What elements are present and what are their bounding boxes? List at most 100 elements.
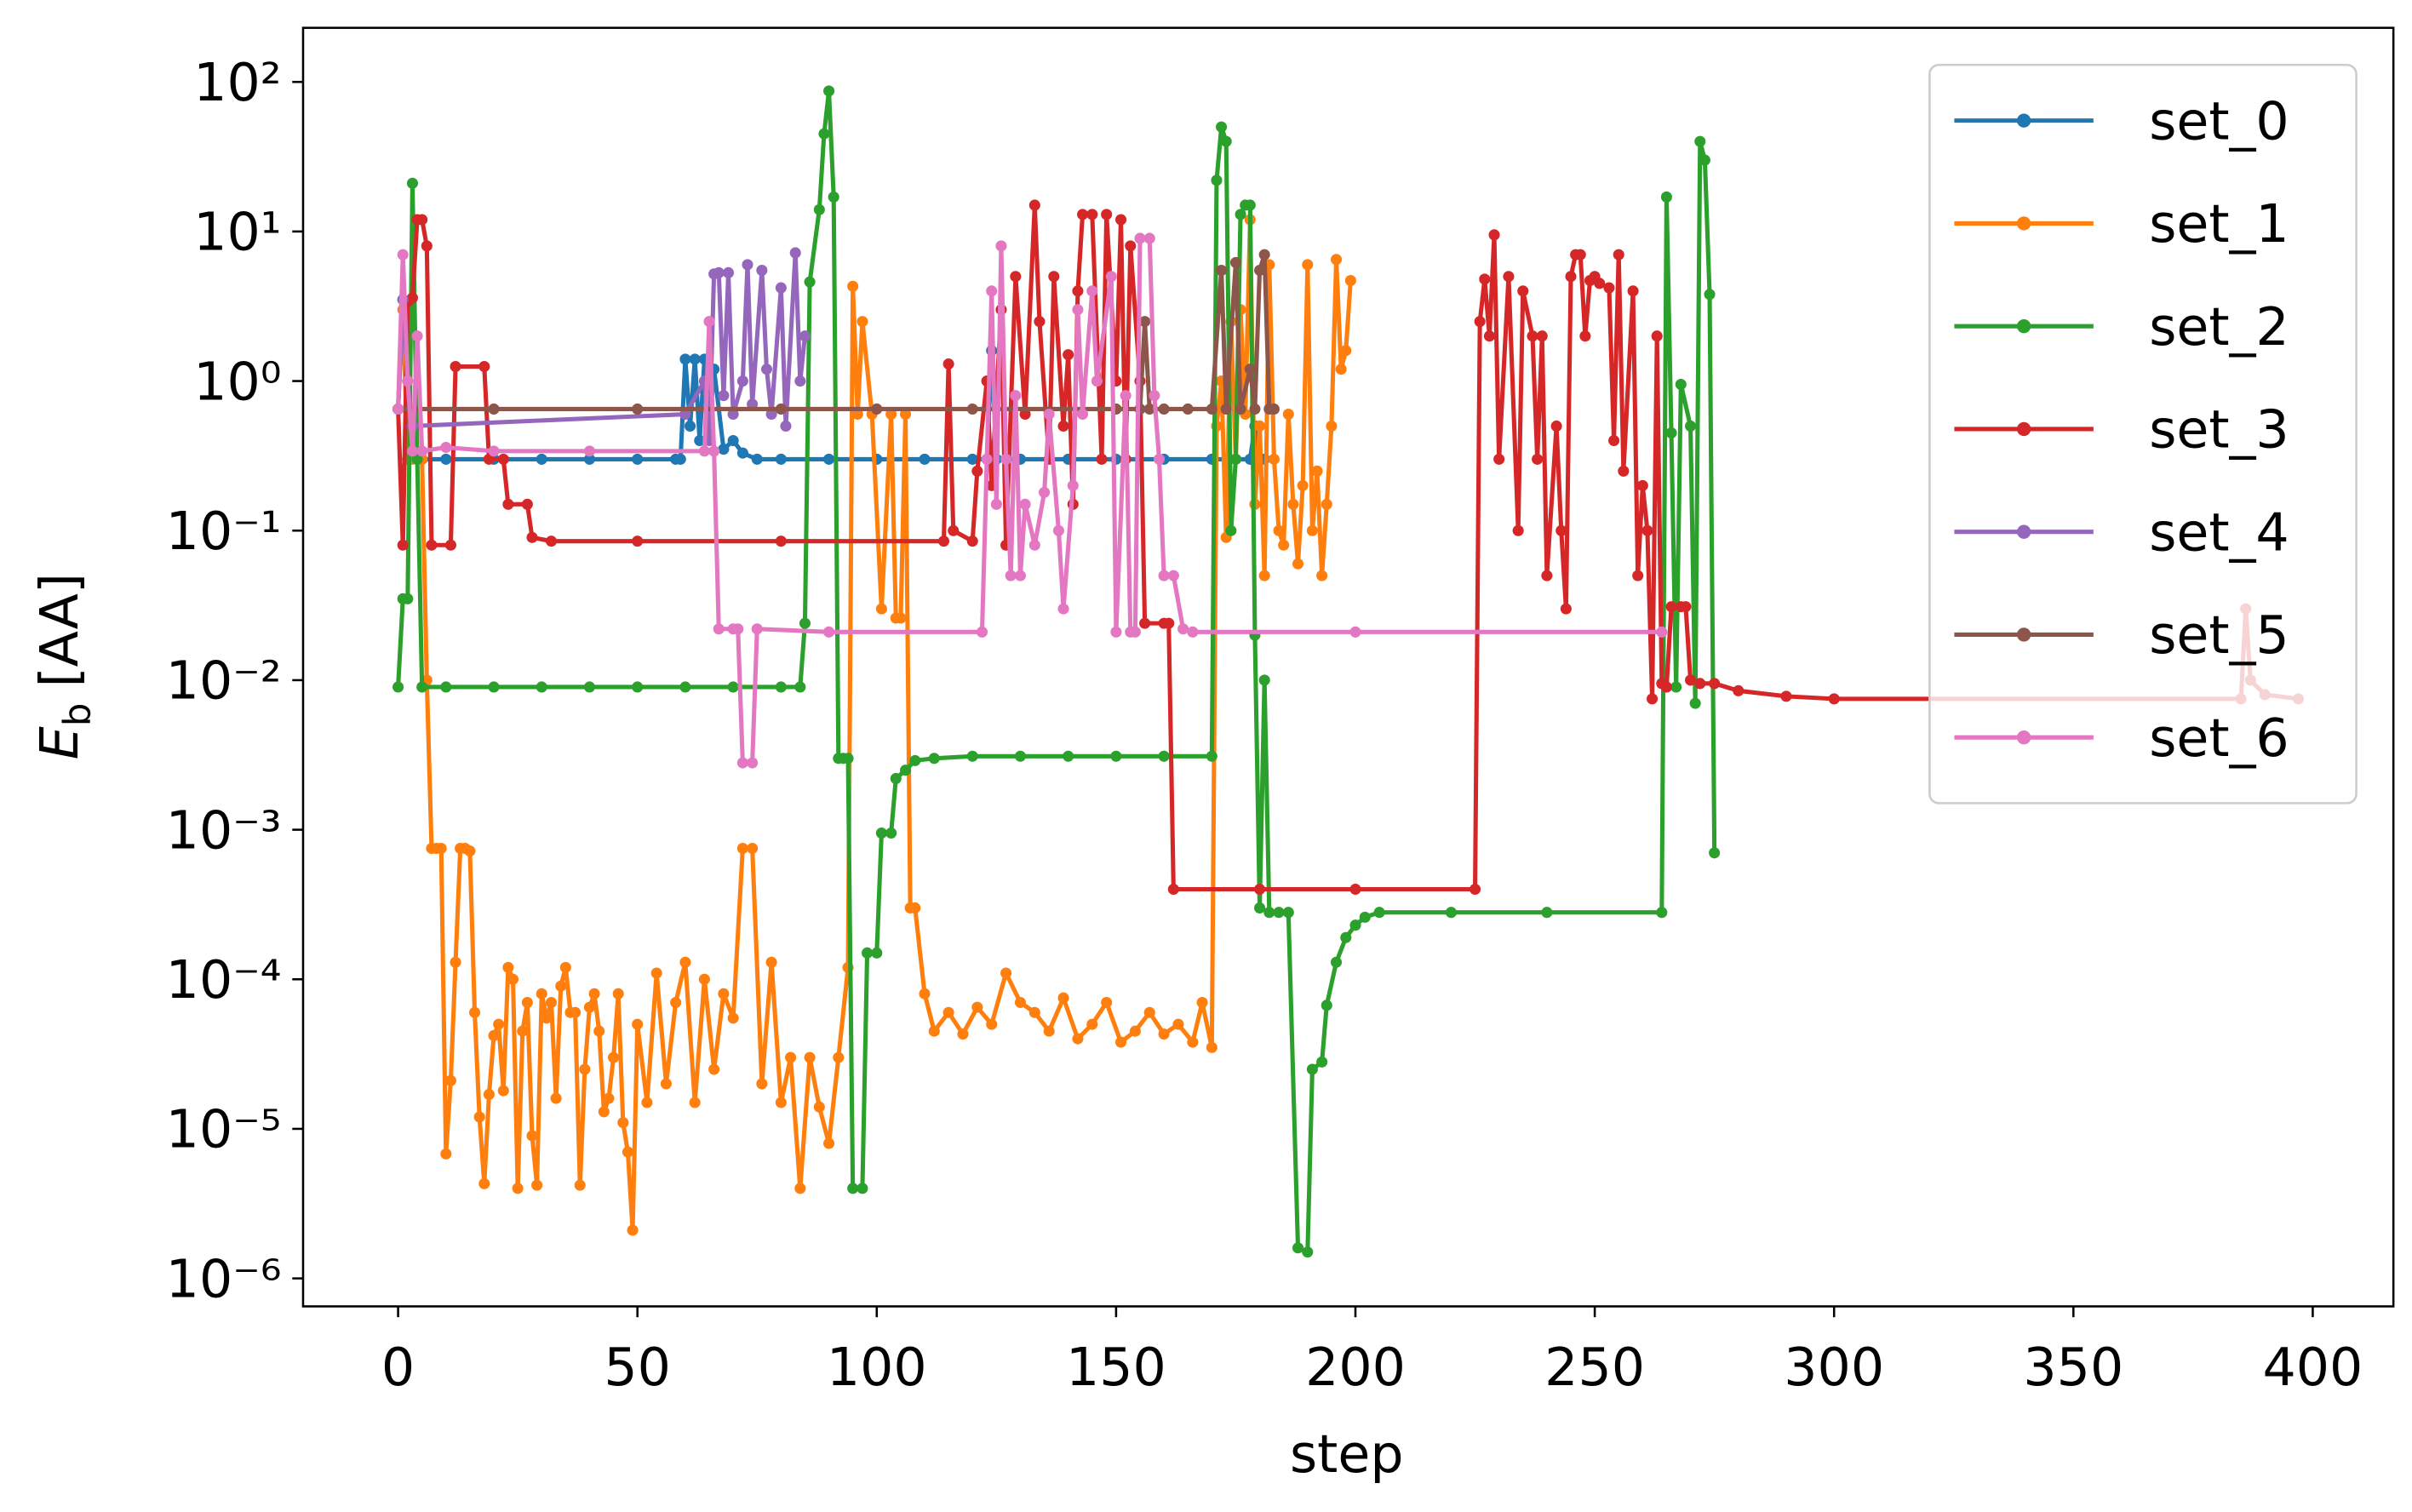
data-point xyxy=(794,375,806,387)
data-point xyxy=(612,988,624,999)
data-point xyxy=(1349,883,1361,896)
data-point xyxy=(899,409,912,421)
data-point xyxy=(1258,249,1270,261)
data-point xyxy=(464,845,476,857)
data-point xyxy=(1536,330,1548,342)
data-point xyxy=(679,353,691,365)
data-point xyxy=(1010,390,1022,402)
data-point xyxy=(1632,570,1644,581)
data-point xyxy=(1057,420,1069,432)
data-point xyxy=(1541,907,1553,919)
data-point xyxy=(1158,750,1170,762)
data-point xyxy=(890,772,902,784)
data-point xyxy=(813,203,825,215)
data-point xyxy=(440,1148,452,1160)
data-point xyxy=(1196,996,1208,1009)
data-point xyxy=(632,536,644,547)
data-point xyxy=(632,453,644,465)
x-axis-label: step xyxy=(1290,1423,1404,1485)
legend-label: set_1 xyxy=(2149,193,2289,255)
data-point xyxy=(502,961,514,973)
data-point xyxy=(1594,278,1606,289)
data-point xyxy=(1077,209,1089,220)
data-point xyxy=(1153,453,1166,465)
data-point xyxy=(593,1025,605,1037)
data-point xyxy=(775,453,787,465)
data-point xyxy=(1373,907,1385,919)
data-point xyxy=(617,1117,629,1129)
data-point xyxy=(1043,1025,1055,1037)
data-point xyxy=(751,623,763,635)
data-point xyxy=(1187,1036,1199,1048)
data-point xyxy=(1063,349,1074,361)
data-point xyxy=(1072,285,1084,297)
data-point xyxy=(1574,249,1586,261)
data-point xyxy=(1235,403,1246,415)
data-point xyxy=(1039,486,1051,498)
data-point xyxy=(1139,617,1151,629)
data-point xyxy=(1306,1063,1318,1075)
data-point xyxy=(765,409,777,421)
data-point xyxy=(942,1006,954,1018)
data-point xyxy=(736,447,748,459)
data-point xyxy=(679,956,691,968)
data-point xyxy=(1474,316,1486,328)
legend-box xyxy=(1928,63,2358,805)
data-point xyxy=(1101,209,1113,220)
legend: set_0 set_1 set_2 set_3 set_4 set_5 set_6 xyxy=(1928,63,2358,805)
data-point xyxy=(736,843,748,855)
data-point xyxy=(402,593,414,604)
data-point xyxy=(1340,931,1352,943)
data-point xyxy=(736,757,748,769)
data-point xyxy=(698,973,710,985)
data-point xyxy=(847,280,859,292)
y-axis-label-unit: [AA] xyxy=(29,573,90,687)
data-point xyxy=(875,827,887,839)
data-point xyxy=(857,316,868,328)
data-point xyxy=(1235,209,1246,220)
data-point xyxy=(497,453,509,465)
data-point xyxy=(583,1001,596,1013)
data-point xyxy=(818,128,830,140)
data-point xyxy=(986,285,998,297)
data-point xyxy=(1828,693,1840,705)
data-point xyxy=(526,531,538,543)
data-point xyxy=(957,1028,969,1040)
data-point xyxy=(1110,626,1122,638)
data-point xyxy=(981,453,993,465)
data-point xyxy=(583,445,596,457)
data-point xyxy=(1733,684,1745,696)
data-point xyxy=(1019,409,1031,421)
legend-marker xyxy=(2016,730,2031,745)
data-point xyxy=(670,996,682,1009)
y-tick-label: 10⁻² xyxy=(166,650,282,712)
data-point xyxy=(799,330,811,342)
legend-marker xyxy=(2016,318,2031,334)
data-point xyxy=(694,434,706,447)
legend-label: set_4 xyxy=(2149,501,2289,563)
data-point xyxy=(1709,678,1721,690)
data-point xyxy=(1292,558,1304,570)
data-point xyxy=(1258,674,1270,686)
y-tick-label: 10⁻⁴ xyxy=(166,949,282,1011)
data-point xyxy=(536,988,547,999)
data-point xyxy=(689,353,701,365)
data-point xyxy=(1330,254,1343,266)
data-point xyxy=(483,1088,495,1100)
data-point xyxy=(971,465,983,477)
data-point xyxy=(1086,1018,1098,1030)
data-point xyxy=(1139,316,1151,328)
data-point xyxy=(493,1018,505,1030)
data-point xyxy=(1660,191,1672,203)
x-tick-label: 250 xyxy=(1544,1337,1645,1398)
x-tick-label: 300 xyxy=(1784,1337,1884,1398)
data-point xyxy=(1302,1246,1314,1258)
data-point xyxy=(1527,330,1538,342)
data-point xyxy=(1206,1041,1217,1053)
data-point xyxy=(574,1179,586,1191)
data-point xyxy=(851,409,863,421)
data-point xyxy=(583,681,596,693)
legend-label: set_6 xyxy=(2149,707,2289,769)
data-point xyxy=(397,249,409,261)
data-point xyxy=(1216,264,1228,277)
